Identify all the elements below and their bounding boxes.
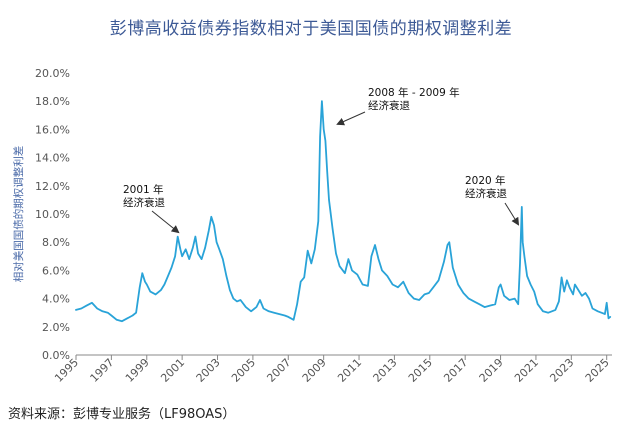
x-tick-label: 2003 [194,356,223,385]
chart-title: 彭博高收益债券指数相对于美国国债的期权调整利差 [109,19,513,39]
x-tick-label: 2025 [583,356,612,385]
series-layer [75,100,612,323]
oas-series-line [75,100,612,323]
x-tick-label: 1999 [123,356,152,385]
x-tick-label: 2009 [300,356,329,385]
y-tick-label: 2.0% [42,321,70,334]
y-tick-label: 12.0% [35,180,70,193]
annotation-text: 2008 年 - 2009 年 [368,86,460,99]
x-tick-label: 2011 [335,356,364,385]
annotation-text: 经济衰退 [123,196,165,209]
y-tick-label: 4.0% [42,293,70,306]
x-tick-label: 2005 [229,356,258,385]
y-tick-label: 6.0% [42,264,70,277]
x-tick-label: 2017 [441,356,470,385]
x-axis: 1995 1997 1999 2001 2003 2005 2007 2009 2011 2013… [52,354,612,385]
x-tick-label: 2023 [547,356,576,385]
annotation-text: 经济衰退 [368,99,410,112]
y-axis: 0.0% 2.0% 4.0% 6.0% 8.0% 10.0% 12.0% 14.0% 16.0%… [35,67,70,362]
annotation-text: 2020 年 [465,174,506,187]
annotation-arrow [336,111,366,126]
annotation-text: 2001 年 [123,183,164,196]
y-tick-label: 8.0% [42,236,70,249]
x-tick-label: 2015 [406,356,435,385]
x-tick-label: 2019 [477,356,506,385]
x-tick-label: 2021 [512,356,541,385]
y-tick-label: 0.0% [42,349,70,362]
annotation-arrow [504,202,520,226]
y-tick-label: 16.0% [35,123,70,136]
annotation-arrow [151,210,180,234]
y-tick-label: 20.0% [35,67,70,80]
source-note: 资料来源：彭博专业服务（LF98OAS） [8,407,236,422]
y-axis-label: 相对美国国债的期权调整利差 [12,146,25,283]
y-tick-label: 14.0% [35,152,70,165]
y-tick-label: 18.0% [35,95,70,108]
annotation-text: 经济衰退 [465,187,507,200]
x-tick-label: 2013 [371,356,400,385]
x-tick-label: 2007 [264,356,293,385]
x-tick-label: 2001 [158,356,187,385]
y-tick-label: 10.0% [35,208,70,221]
x-tick-label: 1997 [88,356,117,385]
